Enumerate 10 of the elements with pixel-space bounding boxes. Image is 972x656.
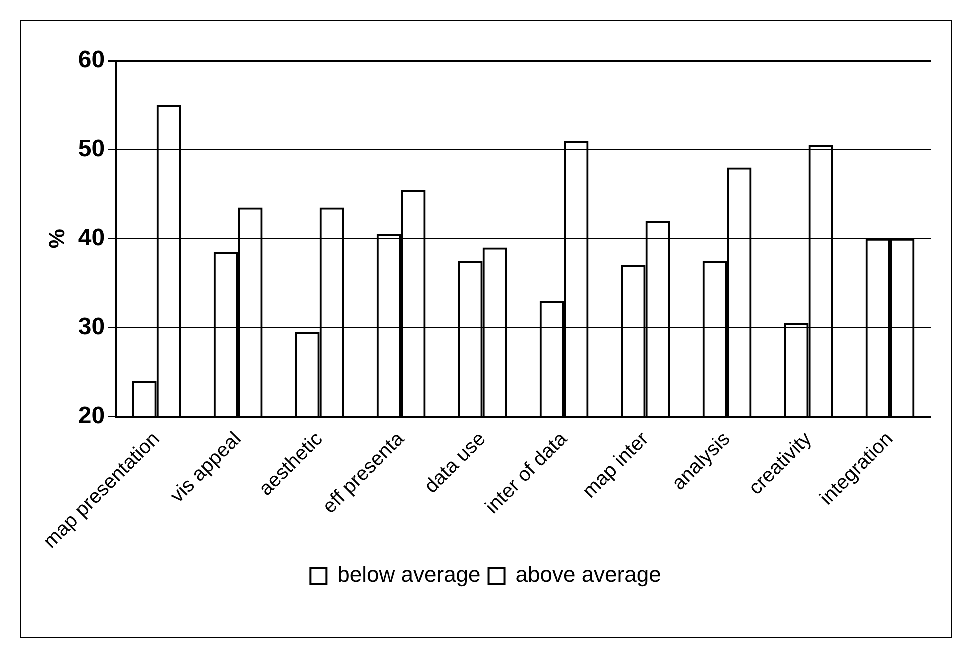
y-tick-label: 50 [78,136,106,163]
y-tick-label: 30 [78,313,106,340]
x-tick-label: data use [420,428,490,498]
legend-label: above average [516,562,662,588]
y-tick-label: 60 [78,46,106,74]
x-tick-label: map inter [578,428,654,503]
y-tick-label: 40 [78,224,106,252]
y-tick-label: 20 [78,402,106,430]
legend-label: below average [338,562,481,588]
y-axis-title: % [44,229,70,249]
